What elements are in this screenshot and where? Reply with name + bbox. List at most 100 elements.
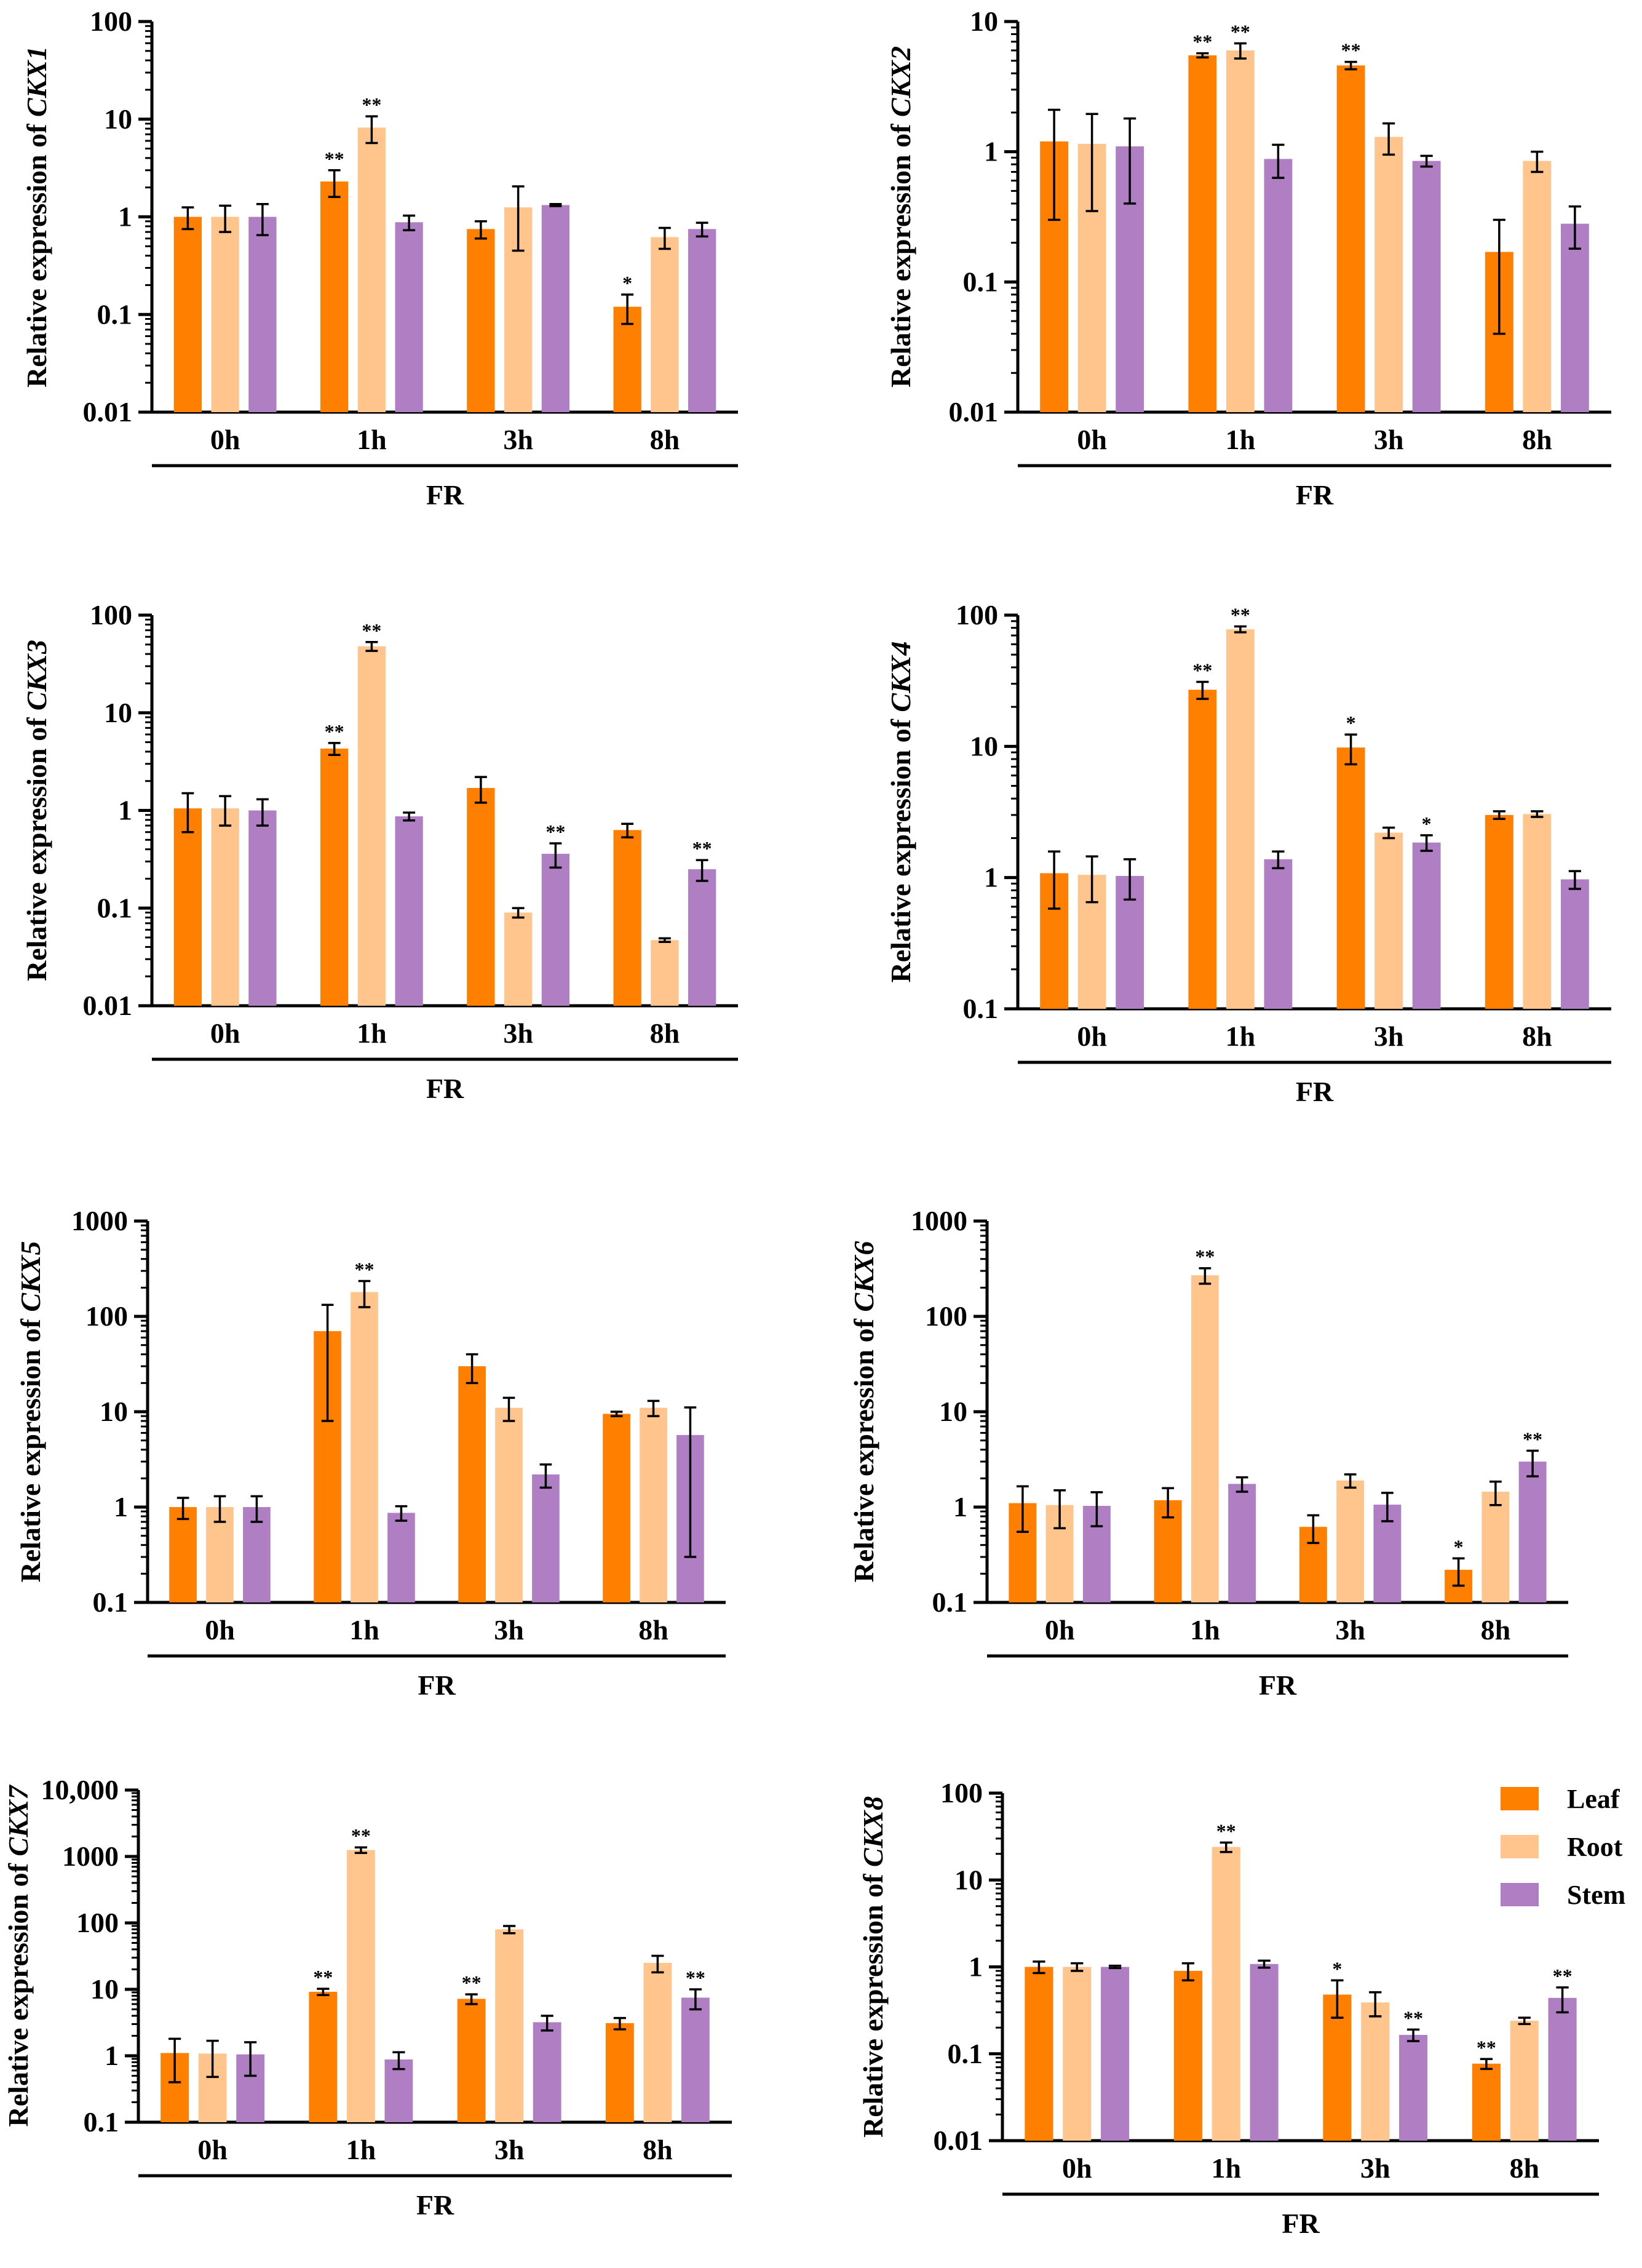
significance-mark: ** xyxy=(1403,2007,1423,2029)
x-tick-label: 1h xyxy=(357,424,387,455)
chart-ckx5: 0.1 1 10 100 1000 Relative expression of CKX5… xyxy=(15,1205,726,1701)
y-tick-label: 1 xyxy=(984,136,998,167)
x-tick-label: 1h xyxy=(346,2134,376,2165)
bar-stem-8h xyxy=(1518,1462,1547,1602)
bar-stem-3h xyxy=(1412,161,1441,412)
y-tick-label: 0.01 xyxy=(83,396,133,428)
x-tick-label: 3h xyxy=(1335,1614,1365,1645)
x-axis-label: FR xyxy=(1282,2208,1320,2239)
bar-stem-0h xyxy=(248,810,277,1006)
bar-leaf-1h xyxy=(320,181,349,412)
x-tick-label: 3h xyxy=(494,2134,525,2165)
bar-leaf-8h xyxy=(1472,2063,1501,2141)
bar-root-3h xyxy=(495,1929,524,2122)
y-tick-label: 1000 xyxy=(911,1205,967,1236)
bar-root-1h xyxy=(346,1850,375,2122)
bar-leaf-8h xyxy=(605,2023,634,2122)
y-tick-label: 10 xyxy=(100,1396,128,1427)
bar-root-1h xyxy=(1226,50,1255,412)
bar-root-0h xyxy=(206,1507,234,1602)
bar-leaf-0h xyxy=(173,217,202,412)
y-tick-label: 0.1 xyxy=(97,298,133,330)
legend: Leaf Root Stem xyxy=(1501,1784,1625,1910)
significance-mark: * xyxy=(1346,712,1356,734)
bar-leaf-1h xyxy=(309,1991,338,2122)
bar-leaf-0h xyxy=(169,1507,197,1602)
x-tick-label: 3h xyxy=(494,1614,524,1645)
bar-stem-3h xyxy=(1399,2035,1428,2141)
significance-mark: ** xyxy=(1231,20,1250,42)
x-tick-label: 8h xyxy=(650,1017,680,1049)
x-tick-label: 8h xyxy=(638,1614,668,1645)
bar-root-3h xyxy=(1374,832,1403,1009)
bar-root-1h xyxy=(1212,1847,1240,2141)
bar-root-3h xyxy=(495,1407,523,1602)
bar-stem-3h xyxy=(532,1474,560,1602)
bar-stem-8h xyxy=(1560,223,1589,412)
y-tick-label: 1 xyxy=(118,201,132,233)
bar-leaf-0h xyxy=(173,808,202,1006)
significance-mark: ** xyxy=(1231,603,1250,626)
y-tick-label: 0.1 xyxy=(963,266,999,297)
chart-ckx8: 0.01 0.1 1 10 100 Relative expression of CKX8… xyxy=(857,1777,1599,2239)
significance-mark: * xyxy=(1422,813,1432,835)
y-tick-label: 0.1 xyxy=(97,892,133,923)
y-axis-label: Relative expression of CKX8 xyxy=(857,1796,889,2138)
bar-stem-0h xyxy=(243,1507,271,1602)
bar-stem-1h xyxy=(1228,1484,1256,1602)
bar-root-0h xyxy=(211,808,239,1006)
bar-leaf-1h xyxy=(1173,1970,1202,2141)
x-tick-label: 0h xyxy=(1062,2152,1092,2184)
y-tick-label: 0.1 xyxy=(932,1586,968,1618)
bar-root-1h xyxy=(1191,1275,1219,1602)
bar-root-8h xyxy=(651,940,679,1006)
bar-leaf-3h xyxy=(1336,65,1365,412)
significance-mark: ** xyxy=(692,837,712,859)
legend-label-root: Root xyxy=(1567,1832,1623,1862)
bar-leaf-0h xyxy=(1025,1967,1053,2141)
bar-stem-1h xyxy=(1250,1964,1279,2141)
y-axis-label: Relative expression of CKX7 xyxy=(2,1785,34,2127)
x-tick-label: 3h xyxy=(1360,2152,1390,2184)
y-tick-label: 1 xyxy=(114,1491,128,1522)
y-tick-label: 10 xyxy=(939,1396,967,1427)
significance-mark: ** xyxy=(362,619,381,642)
significance-mark: ** xyxy=(351,1824,371,1847)
bar-root-8h xyxy=(1510,2021,1539,2141)
y-axis-label: Relative expression of CKX2 xyxy=(885,46,916,388)
x-tick-label: 8h xyxy=(1481,1614,1511,1645)
bar-root-8h xyxy=(643,1963,672,2122)
y-tick-label: 1 xyxy=(969,1951,983,1983)
bar-root-3h xyxy=(1361,2002,1390,2141)
legend-label-leaf: Leaf xyxy=(1567,1784,1620,1814)
y-tick-label: 10 xyxy=(970,6,998,37)
significance-mark: ** xyxy=(686,1967,705,1989)
y-tick-label: 1000 xyxy=(71,1205,128,1236)
x-tick-label: 0h xyxy=(205,1614,235,1645)
y-tick-label: 100 xyxy=(76,1907,119,1938)
y-tick-label: 0.01 xyxy=(934,2125,983,2156)
significance-mark: ** xyxy=(545,821,565,843)
bar-stem-1h xyxy=(387,1513,415,1602)
bar-stem-1h xyxy=(395,816,423,1006)
significance-mark: * xyxy=(1332,1957,1342,1980)
x-axis-label: FR xyxy=(1296,1076,1334,1107)
x-tick-label: 8h xyxy=(1509,2152,1539,2184)
bar-leaf-1h xyxy=(1188,55,1217,413)
bar-stem-1h xyxy=(1264,159,1293,412)
bar-leaf-3h xyxy=(1323,1994,1352,2141)
significance-mark: ** xyxy=(325,720,344,742)
x-axis-label: FR xyxy=(426,479,464,511)
bar-stem-8h xyxy=(1548,1997,1577,2141)
bar-root-1h xyxy=(357,127,386,412)
significance-mark: * xyxy=(1454,1535,1464,1558)
bar-stem-1h xyxy=(1264,859,1293,1009)
y-tick-label: 100 xyxy=(90,599,132,631)
significance-mark: ** xyxy=(1195,1246,1215,1268)
x-tick-label: 0h xyxy=(210,1017,240,1049)
chart-ckx3: 0.01 0.1 1 10 100 Relative expression of CKX3… xyxy=(21,599,738,1104)
significance-mark: ** xyxy=(313,1966,333,1988)
bar-stem-0h xyxy=(248,217,277,412)
bar-root-3h xyxy=(1336,1480,1365,1602)
